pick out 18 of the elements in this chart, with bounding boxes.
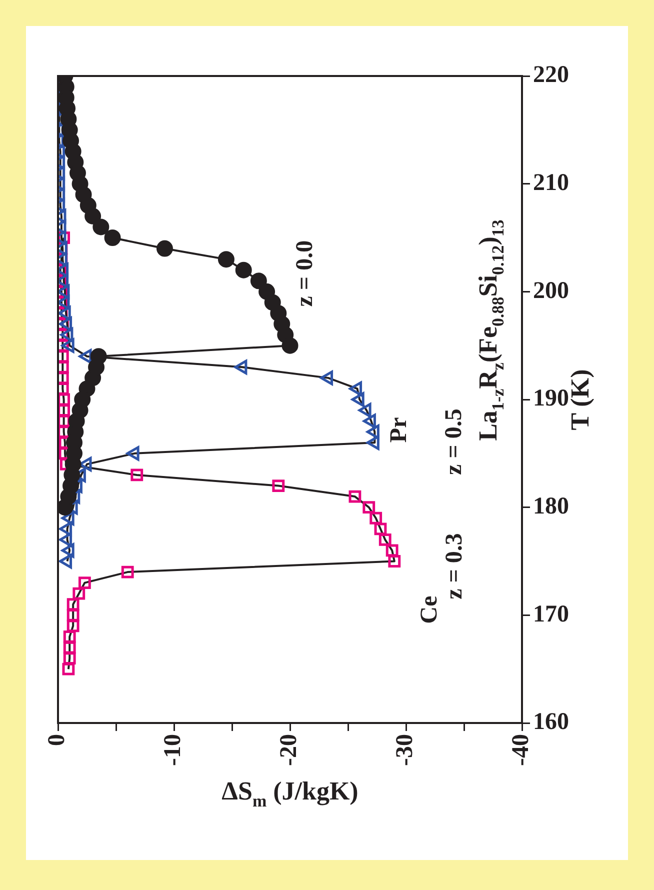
text: z = 0.3 (442, 533, 468, 600)
y-tick-label: 170 (533, 601, 569, 628)
x-tick-label: -40 (508, 734, 534, 766)
text: z = 0.0 (292, 240, 318, 307)
y-tick-label: 200 (533, 278, 569, 304)
annotation: Pr (386, 416, 412, 443)
y-tick-label: 180 (533, 494, 569, 520)
y-tick-label: 220 (533, 62, 569, 88)
y-tick-label: 190 (533, 386, 569, 412)
annotation: Ce (416, 595, 442, 624)
x-tick-label: 0 (44, 734, 70, 746)
text: z = 0.5 (440, 408, 467, 476)
text: La1-zRz(Fe0.88Si0.12)13 (474, 220, 508, 441)
x-tick-label: -10 (160, 734, 186, 766)
x-tick-label: -30 (392, 734, 418, 766)
y-tick-label: 210 (533, 170, 569, 196)
y-tick-label: 160 (533, 709, 569, 736)
x-tick-label: -20 (276, 734, 302, 766)
